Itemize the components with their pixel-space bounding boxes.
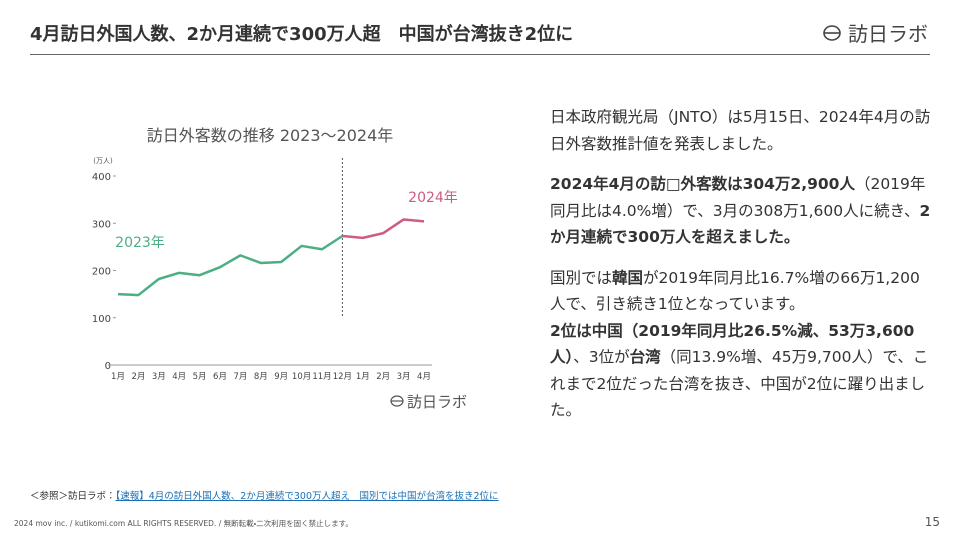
x-tick-label: 4月 — [417, 372, 431, 382]
logo-text: 訪日ラボ — [848, 22, 928, 46]
text-run: 台湾 — [629, 348, 661, 366]
text-run: 日本政府観光局（JNTO）は5月15日、2024年4月の訪日外客数推計値を発表し… — [550, 108, 931, 153]
x-tick-label: 11月 — [312, 372, 331, 382]
chart: 訪日外客数の推移 2023〜2024年 (万人) 0 100 200 300 400 1月 2月… — [92, 126, 467, 411]
reference-link[interactable]: 【速報】4月の訪日外国人数、2か月連続で300万人超え 国別では中国が台湾を抜き… — [115, 491, 499, 502]
y-tick-label: 0 — [105, 361, 111, 372]
paragraph: 2024年4月の訪□外客数は304万2,900人（2019年同月比は4.0%増）… — [550, 171, 934, 251]
watermark-text: 訪日ラボ — [407, 393, 467, 411]
logo: 訪日ラボ — [822, 18, 928, 47]
slide-title: 4月訪日外国人数、2か月連続で300万人超 中国が台湾抜き2位に — [30, 24, 574, 45]
y-unit: (万人) — [93, 157, 113, 165]
y-tick-label: 100 — [92, 314, 111, 325]
series-line — [117, 234, 344, 297]
x-tick-label: 2月 — [131, 372, 145, 382]
text-run: 国別では — [550, 268, 613, 287]
y-tick-label: 200 — [92, 267, 111, 278]
x-tick-label: 6月 — [213, 372, 227, 382]
text-run: 2位は中国（2019年同月比26.5%減、53万3,600人） — [550, 321, 915, 367]
x-tick-label: 9月 — [274, 372, 288, 382]
paragraph: 国別では韓国が2019年同月比16.7%増の66万1,200人で、引き続き1位と… — [550, 265, 934, 318]
x-tick-label: 2月 — [376, 372, 390, 382]
y-tick-label: 400 — [92, 172, 111, 183]
text-run: （2019年同月比は4.0%増）で、3月の308万1,600人に続き、 — [550, 175, 926, 220]
x-tick-label: 10月 — [292, 372, 311, 382]
x-tick-label: 3月 — [152, 372, 166, 382]
paragraph: 日本政府観光局（JNTO）は5月15日、2024年4月の訪日外客数推計値を発表し… — [550, 104, 934, 157]
body-text: 日本政府観光局（JNTO）は5月15日、2024年4月の訪日外客数推計値を発表し… — [550, 104, 934, 438]
series-line — [342, 218, 425, 240]
paragraph: 2位は中国（2019年同月比26.5%減、53万3,600人）、3位が台湾（同1… — [550, 318, 934, 424]
series-label: 2024年 — [408, 190, 458, 206]
x-tick-label: 12月 — [333, 372, 352, 382]
copyright: 2024 mov inc. / kutikomi.com ALL RIGHTS … — [14, 519, 353, 528]
x-tick-label: 5月 — [193, 372, 207, 382]
x-tick-label: 3月 — [397, 372, 411, 382]
y-tick-label: 300 — [92, 219, 111, 230]
reference-prefix: ＜参照＞訪日ラボ： — [30, 491, 116, 502]
text-run: 2024年4月の訪□外客数は304万2,900人 — [550, 175, 855, 193]
text-run: （同13.9%増、45万9,700人）で、これまで2位だった台湾を抜き、中国が2… — [550, 348, 929, 419]
header-rule — [30, 54, 930, 55]
x-tick-label: 7月 — [233, 372, 247, 382]
text-run: が2019年同月比16.7%増の66万1,200人で、引き続き1位となっています… — [550, 268, 920, 314]
text-run: 2か月連続で300万人を超えました。 — [550, 201, 931, 247]
text-run: 韓国 — [612, 268, 644, 287]
x-tick-label: 1月 — [356, 372, 370, 382]
x-tick-label: 4月 — [172, 372, 186, 382]
page-number: 15 — [924, 515, 940, 529]
chart-title: 訪日外客数の推移 2023〜2024年 — [147, 126, 394, 145]
x-tick-label: 8月 — [254, 372, 268, 382]
reference: ＜参照＞訪日ラボ：【速報】4月の訪日外国人数、2か月連続で300万人超え 国別で… — [30, 488, 499, 502]
x-tick-label: 1月 — [111, 372, 125, 382]
logo-icon — [823, 24, 841, 41]
text-run: 、3位が — [573, 348, 630, 366]
series-label: 2023年 — [115, 235, 165, 251]
